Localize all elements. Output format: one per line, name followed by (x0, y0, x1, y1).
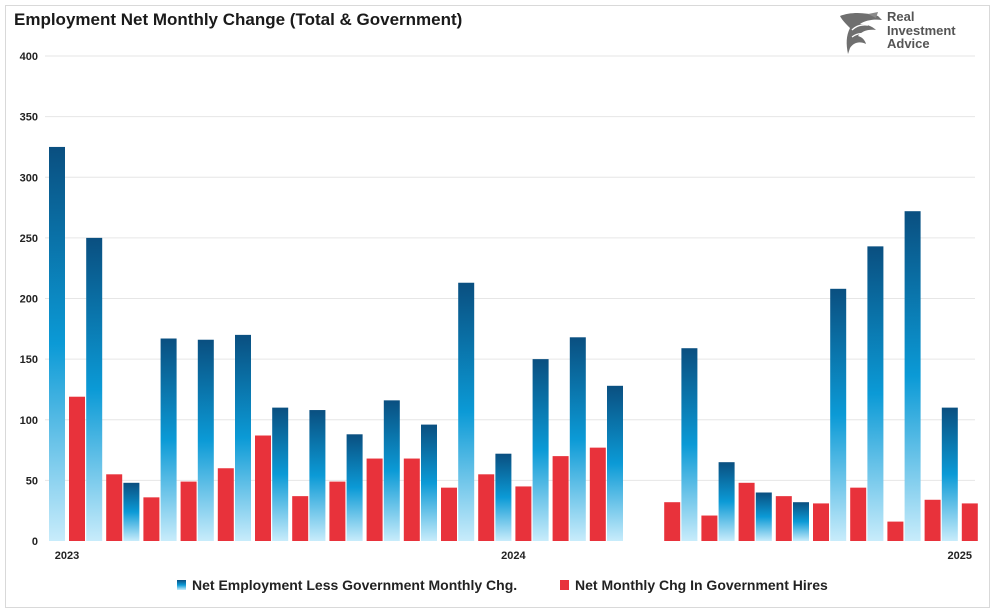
bar-net-employment (681, 348, 698, 541)
bar-government-hires (775, 496, 792, 541)
bar-government-hires (924, 499, 941, 541)
bar-government-hires (664, 502, 681, 541)
bar-net-employment (867, 246, 884, 542)
bar-government-hires (217, 468, 234, 541)
legend-swatch-blue (177, 580, 186, 590)
bar-government-hires (143, 497, 160, 541)
bar-government-hires (69, 396, 85, 541)
bar-net-employment (383, 400, 400, 541)
y-tick-label: 100 (20, 415, 38, 427)
bar-government-hires (180, 481, 197, 541)
x-tick-label: 2023 (55, 550, 79, 562)
bar-government-hires (366, 458, 383, 541)
legend-item-series-2: Net Monthly Chg In Government Hires (560, 577, 828, 593)
chart-title: Employment Net Monthly Change (Total & G… (14, 10, 463, 29)
logo-line: Investment (887, 22, 956, 38)
logo-line: Advice (887, 36, 930, 51)
bar-government-hires (292, 496, 309, 541)
bar-net-employment (941, 407, 958, 541)
bar-net-employment (235, 334, 251, 541)
x-tick-label: 2024 (501, 550, 526, 562)
y-tick-label: 200 (20, 294, 38, 306)
bar-net-employment (607, 385, 623, 541)
bar-net-employment (904, 211, 921, 541)
bar-net-employment (272, 407, 289, 541)
legend: Net Employment Less Government Monthly C… (0, 577, 997, 597)
bar-government-hires (701, 515, 718, 541)
y-tick-label: 400 (20, 51, 38, 63)
bar-net-employment (309, 410, 326, 541)
legend-label: Net Employment Less Government Monthly C… (192, 577, 518, 593)
bar-government-hires (515, 486, 532, 541)
y-tick-label: 300 (20, 172, 38, 184)
bar-government-hires (813, 503, 829, 541)
bar-net-employment (793, 502, 809, 541)
y-tick-label: 150 (20, 354, 38, 366)
bar-net-employment (830, 288, 847, 541)
bar-government-hires (887, 521, 904, 541)
bar-net-employment (569, 337, 586, 541)
bar-net-employment (49, 146, 65, 541)
y-tick-label: 50 (26, 475, 38, 487)
bar-net-employment (421, 424, 437, 541)
y-axis-ticks: 0 50 100 150 200 250 300 350 400 (20, 51, 38, 548)
bar-net-employment (532, 359, 549, 541)
bar-government-hires (441, 487, 457, 541)
logo: Real Investment Advice (838, 10, 978, 54)
bar-government-hires (738, 482, 755, 541)
eagle-icon (840, 12, 882, 54)
bar-net-employment (123, 482, 140, 541)
x-tick-label: 2025 (948, 550, 972, 562)
bar-government-hires (552, 456, 569, 541)
bar-government-hires (478, 474, 495, 541)
bar-government-hires (106, 474, 123, 541)
legend-swatch-red (560, 580, 569, 590)
bar-government-hires (403, 458, 420, 541)
bar-government-hires (255, 435, 271, 541)
bar-net-employment (197, 339, 214, 541)
bar-net-employment (458, 282, 475, 541)
bar-net-employment (755, 492, 772, 541)
bar-government-hires (850, 487, 867, 541)
bar-net-employment (86, 237, 103, 541)
bar-government-hires (961, 503, 978, 541)
bar-government-hires (329, 481, 346, 541)
y-tick-label: 350 (20, 112, 38, 124)
bar-net-employment (495, 453, 512, 541)
bar-net-employment (718, 462, 735, 541)
bars (49, 146, 978, 542)
bar-net-employment (346, 434, 363, 541)
y-tick-label: 250 (20, 233, 38, 245)
logo-text: Real Investment Advice (887, 10, 956, 51)
legend-label: Net Monthly Chg In Government Hires (575, 577, 828, 593)
y-tick-label: 0 (32, 536, 38, 548)
bar-government-hires (589, 447, 606, 541)
legend-item-series-1: Net Employment Less Government Monthly C… (177, 577, 517, 593)
bar-net-employment (160, 338, 177, 541)
x-axis-ticks: 2023 2024 2025 (55, 550, 972, 562)
logo-line: Real (887, 9, 915, 24)
